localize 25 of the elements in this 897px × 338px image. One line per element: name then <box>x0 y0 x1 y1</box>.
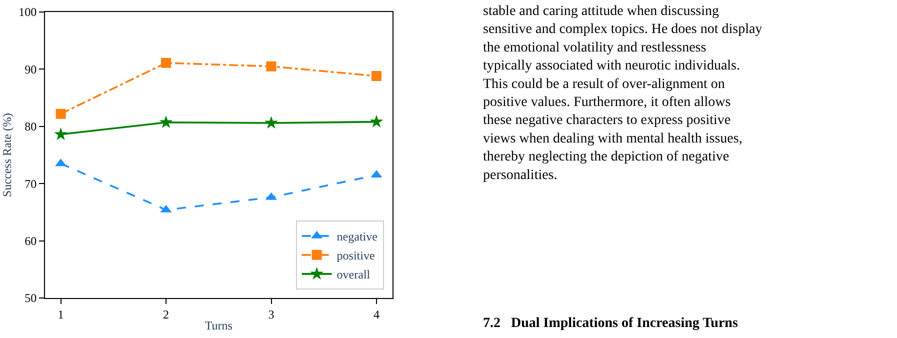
point <box>56 108 66 119</box>
y-tick-label: 50 <box>24 291 37 306</box>
x-tick-label: 1 <box>58 307 64 322</box>
point <box>161 58 172 68</box>
x-tick-label: 4 <box>373 307 380 322</box>
y-tick-label: 80 <box>24 120 37 134</box>
point <box>266 61 276 72</box>
y-tick-label: 70 <box>24 176 37 191</box>
y-tick-label: 100 <box>18 5 37 20</box>
text: stable and caring attitude when discussing sensitive and complex topics. He does not display the emotional volatility and restlessness typically associated with neurotic individuals. This could be a result of over-alignment on positive values. Furthermore, it often allows these negative characters to express positive views when dealing with mental health issues, thereby neglecting the depiction of negative personalities. <box>483 4 762 183</box>
legend-label: overall <box>336 268 371 282</box>
y-tick-label: 60 <box>24 234 37 248</box>
point <box>159 115 173 128</box>
x-axis-title: Turns <box>204 318 233 332</box>
point <box>370 114 384 128</box>
point <box>264 116 278 129</box>
x-tick-label: 2 <box>163 307 170 322</box>
point <box>54 127 68 140</box>
y-axis-title: Success Rate (%) <box>0 113 14 197</box>
legend-label: positive <box>336 248 375 263</box>
text: 7.2 Dual Implications of Increasing Turns <box>483 316 738 331</box>
x-tick-label: 3 <box>268 307 274 322</box>
y-tick-label: 90 <box>24 62 37 76</box>
legend-label: negative <box>336 230 378 244</box>
point <box>371 71 382 82</box>
